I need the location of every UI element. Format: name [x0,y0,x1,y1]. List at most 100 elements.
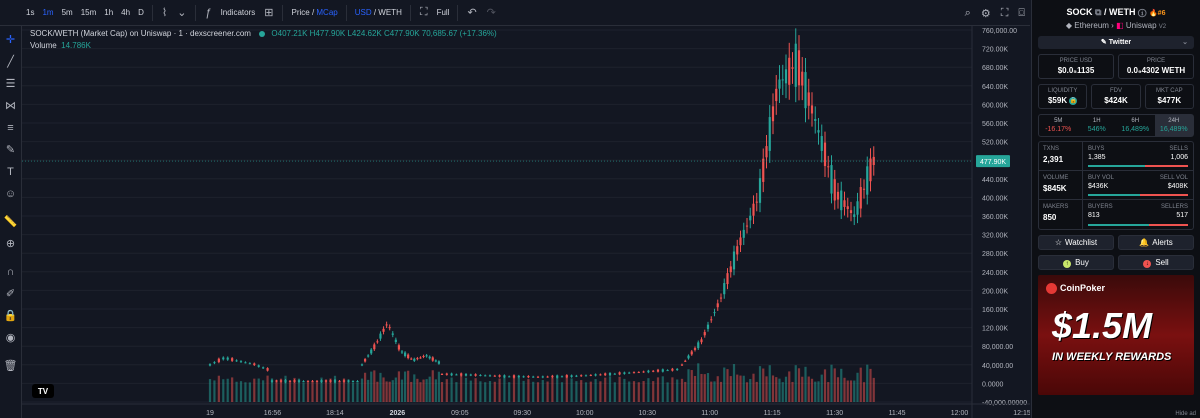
twitter-button[interactable]: ✎ Twitter ⌄ [1038,36,1194,49]
candle-body [739,237,742,246]
tab-5m[interactable]: 5M -16.17% [1039,115,1078,136]
y-tick-label: 200.00K [982,288,1008,295]
candle-body [262,367,265,369]
buys-label: BUYS [1088,146,1105,152]
currency-toggle[interactable]: USD / WETH [354,8,402,17]
fib-icon[interactable]: ≡ [7,121,14,134]
timeframe-1m[interactable]: 1m [42,8,54,17]
buy-button[interactable]: ↑ Buy [1038,255,1114,270]
text-icon[interactable]: T [7,165,14,178]
pattern-icon[interactable]: ⋈ [5,100,16,112]
volume-bar [820,374,823,402]
indicators-icon[interactable]: ƒ [205,6,212,19]
watchlist-button[interactable]: ☆ Watchlist [1038,235,1114,250]
advertisement-banner[interactable]: CoinPoker $1.5M IN WEEKLY REWARDS [1038,275,1194,395]
chevron-down-icon[interactable]: ⌄ [177,7,187,19]
fullscreen-expand-icon[interactable]: ⛶ [1000,6,1009,19]
ruler-icon[interactable]: 📏 [3,216,18,228]
volume-bar [556,376,559,402]
lock-icon[interactable]: 🔒 [1069,96,1078,105]
search-icon[interactable]: ⌕ [964,6,971,19]
ad-brand: CoinPoker [1046,283,1105,295]
trendline-icon[interactable]: ╱ [7,56,14,68]
candle-body [807,92,810,106]
hide-ad-link[interactable]: Hide ad [1175,411,1196,417]
timeframe-5m[interactable]: 5m [61,8,73,17]
sell-button[interactable]: ↓ Sell [1118,255,1194,270]
layout-grid-icon[interactable]: ⊞ [264,7,274,19]
timeframe-1h[interactable]: 1h [104,8,114,17]
tradingview-logo-icon[interactable]: TV [32,384,54,398]
emoji-icon[interactable]: ☺ [4,187,17,200]
tab-24h[interactable]: 24H 16,489% [1154,115,1193,136]
pencil-lock-icon[interactable]: ✐ [5,288,16,300]
alerts-button[interactable]: 🔔 Alerts [1118,235,1194,250]
candle-body [356,381,359,383]
tab-6h[interactable]: 6H 16,489% [1116,115,1155,136]
tab-1h[interactable]: 1H 546% [1078,115,1117,136]
lock-icon[interactable]: 🔒 [3,310,18,322]
candle-body [599,374,602,376]
fullscreen-icon[interactable]: ⛶ [419,6,428,18]
y-tick-label: 280.00K [982,251,1008,258]
undo-icon[interactable]: ↶ [467,7,477,19]
candle-body [428,356,431,359]
candle-body [684,360,687,362]
candle-body [376,341,379,343]
candle-body [706,324,710,329]
dex-name[interactable]: Uniswap [1125,21,1157,30]
eye-icon[interactable]: ◉ [5,332,16,344]
candle-body [804,72,807,109]
horizontal-lines-icon[interactable]: ☰ [5,78,16,90]
chart-canvas[interactable]: 760,000.00 720.00K 680.00K 640.00K 600.00K 56… [22,26,1030,418]
crosshair-icon[interactable]: ✛ [5,34,16,46]
sell-label: Sell [1155,258,1169,267]
chart-type-icon[interactable]: ⌇ [161,7,168,19]
volume-bar [226,378,229,402]
gear-icon[interactable]: ⚙ [980,7,991,20]
sellers-label: SELLERS [1160,204,1188,210]
timeframe-4h[interactable]: 4h [121,8,131,17]
brush-icon[interactable]: ✎ [5,144,16,156]
candle-body [827,166,830,168]
magnet-icon[interactable]: ∩ [6,265,15,278]
y-tick-label: 0.0000 [982,381,1004,388]
twitter-label: Twitter [1108,39,1132,46]
candle-body [778,79,781,89]
price-toggle[interactable]: Price / MCap [291,8,338,17]
volume-bar [367,379,370,402]
copy-icon[interactable]: ⧉ [1095,7,1102,17]
volume-bar [661,376,664,402]
candle-body [213,362,216,364]
candle-body [843,200,846,207]
volume-bar [356,382,359,402]
candle-body [351,381,355,383]
candle-body [604,373,607,376]
timeframe-15m[interactable]: 15m [80,8,97,17]
timeframe-1s[interactable]: 1s [26,8,35,17]
redo-icon[interactable]: ↷ [486,7,496,19]
buyers-value: 813 [1088,212,1100,219]
timeframe-change-tabs: 5M -16.17% 1H 546% 6H 16,489% 24H 16,489… [1038,114,1194,137]
candle-body [488,375,492,377]
full-button[interactable]: Full [436,8,450,17]
candle-body [347,380,350,382]
volume-bar [862,382,866,402]
price-chart[interactable]: 760,000.00 720.00K 680.00K 640.00K 600.00K 56… [22,26,1030,418]
volume-bar [333,375,337,402]
volume-bar [455,382,458,402]
timeframe-d[interactable]: D [138,8,144,17]
indicators-button[interactable]: Indicators [220,8,256,17]
chain-name[interactable]: Ethereum [1074,21,1109,30]
volume-legend-label: Volume [30,41,57,50]
camera-icon[interactable]: ⌼ [1018,6,1025,19]
candle-body [270,380,274,382]
volume-bar [347,379,350,402]
candle-body [315,380,319,382]
info-icon[interactable]: ⓘ [1138,7,1147,17]
trash-icon[interactable]: 🗑 [3,360,18,372]
zoom-in-icon[interactable]: ⊕ [5,238,16,250]
sells-value: 1,006 [1170,154,1188,161]
candle-body [370,349,373,354]
liquidity-value: $59K [1047,96,1068,105]
